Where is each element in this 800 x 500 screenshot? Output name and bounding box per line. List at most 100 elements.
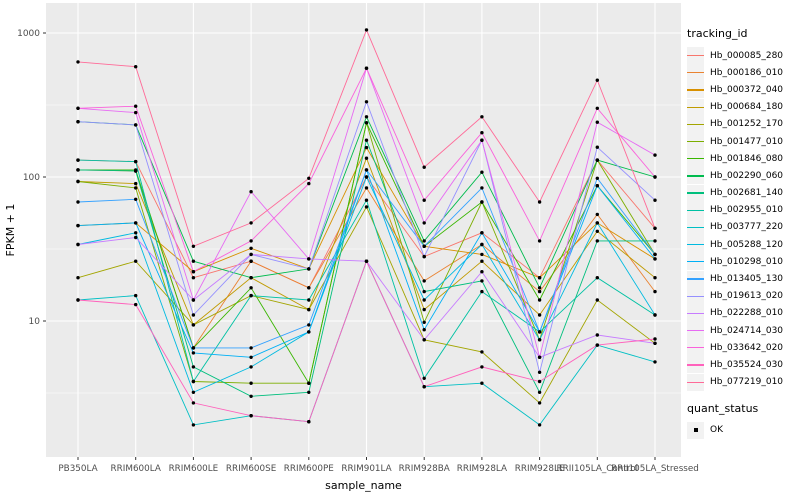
data-point: [307, 298, 311, 302]
data-point: [249, 190, 253, 194]
data-point: [191, 276, 196, 280]
data-point: [595, 120, 599, 124]
legend-item: Hb_001252_170: [687, 115, 799, 133]
legend-key-icon: [687, 64, 704, 82]
data-point: [422, 298, 426, 302]
legend-item-label: Hb_002681_140: [710, 188, 784, 199]
legend-key-icon: [687, 253, 704, 271]
data-point: [76, 223, 80, 228]
data-point: [537, 370, 542, 374]
data-point: [364, 115, 369, 119]
data-point: [134, 110, 138, 115]
data-point: [480, 231, 484, 235]
legend-key-icon: [687, 167, 704, 185]
data-point: [76, 60, 80, 64]
legend-item: Hb_022288_010: [687, 304, 799, 322]
data-point: [249, 414, 253, 418]
x-tick-label: RRIM928LA: [457, 464, 507, 474]
legend-item: Hb_035524_030: [687, 356, 799, 374]
x-tick-label: RRII105LA_Control: [557, 464, 639, 474]
data-point: [249, 276, 253, 280]
data-point: [134, 181, 138, 186]
data-point: [595, 343, 599, 347]
data-point: [76, 179, 80, 184]
data-point: [191, 346, 196, 350]
legend-item: Hb_005288_120: [687, 236, 799, 254]
data-point: [653, 337, 657, 341]
data-point: [364, 175, 369, 179]
data-point: [191, 298, 196, 302]
legend-item: Hb_013405_130: [687, 270, 799, 288]
data-point: [364, 145, 369, 150]
legend-item: Hb_000372_040: [687, 81, 799, 99]
data-point: [422, 279, 426, 283]
data-point: [364, 100, 369, 104]
data-point: [595, 229, 599, 233]
data-point: [307, 176, 311, 180]
legend-item: Hb_010298_010: [687, 253, 799, 271]
data-point: [480, 200, 484, 204]
data-point: [191, 401, 196, 405]
data-point: [537, 286, 542, 290]
data-point: [134, 65, 138, 69]
legend-key-icon: [687, 81, 704, 99]
data-point: [422, 307, 426, 312]
data-point: [537, 423, 542, 427]
y-tick-label: 10: [29, 317, 41, 327]
data-point: [480, 170, 484, 174]
data-point: [191, 365, 196, 369]
data-point: [480, 115, 484, 119]
data-point: [422, 376, 426, 380]
data-point: [249, 239, 253, 243]
legend-item-label: Hb_002955_010: [710, 205, 784, 216]
data-point: [191, 390, 196, 394]
data-point: [191, 244, 196, 248]
data-point: [595, 333, 599, 337]
data-point: [480, 270, 484, 274]
data-point: [422, 338, 426, 342]
data-point: [249, 394, 253, 398]
legend-item: Hb_002290_060: [687, 167, 799, 185]
data-point: [191, 259, 196, 263]
legend-item-label: Hb_035524_030: [710, 359, 784, 370]
data-point: [537, 390, 542, 394]
data-point: [653, 175, 657, 179]
data-point: [595, 221, 599, 225]
legend-key-icon: [687, 356, 704, 374]
data-point: [307, 286, 311, 290]
data-point: [307, 307, 311, 312]
data-point: [307, 420, 311, 424]
data-point: [134, 169, 138, 173]
data-point: [307, 323, 311, 327]
y-axis-title: FPKM + 1: [4, 204, 17, 257]
data-point: [537, 379, 542, 384]
legend-key-icon: [687, 201, 704, 219]
data-point: [422, 239, 426, 243]
data-point: [307, 267, 311, 271]
data-point: [191, 313, 196, 317]
data-point: [307, 330, 311, 334]
data-point: [480, 242, 484, 247]
legend-item: Hb_033642_020: [687, 339, 799, 357]
data-point: [653, 257, 657, 261]
y-tick-label: 100: [23, 173, 40, 183]
legend-items: Hb_000085_280 Hb_000186_010 Hb_000372_040 H…: [687, 47, 799, 391]
data-point: [191, 270, 196, 274]
data-point: [364, 138, 369, 142]
data-point: [76, 106, 80, 111]
data-point: [364, 66, 369, 70]
data-point: [134, 302, 138, 307]
data-point: [653, 341, 657, 345]
legend-item-label: OK: [710, 425, 723, 436]
data-point: [537, 276, 542, 280]
data-point: [249, 221, 253, 225]
data-point: [191, 351, 196, 355]
legend-key-icon: [687, 236, 704, 254]
data-point: [249, 286, 253, 290]
legend-item-label: Hb_010298_010: [710, 256, 784, 267]
data-point: [76, 168, 80, 172]
data-point: [249, 293, 253, 298]
data-point: [537, 200, 542, 204]
data-point: [76, 276, 80, 280]
data-point: [480, 381, 484, 385]
